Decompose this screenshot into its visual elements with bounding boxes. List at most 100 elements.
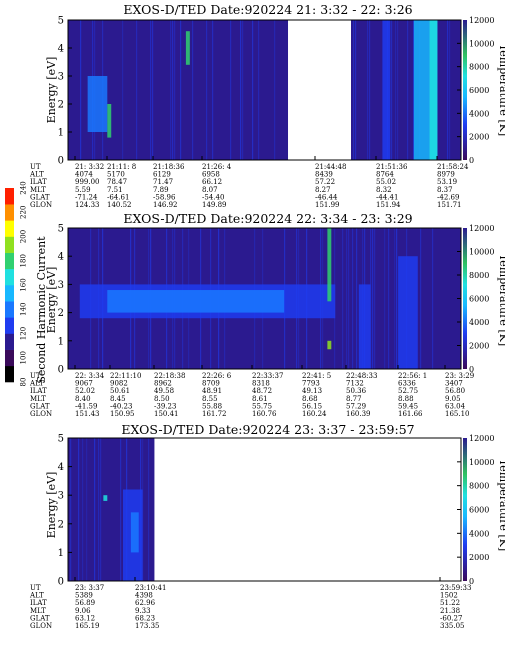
ephemeris-row-label: ILAT [30,178,47,186]
noise-column [396,228,398,369]
y2-tick-label: 6000 [469,86,489,95]
ephemeris-row-label: ALT [29,592,44,600]
ephemeris-value: 8.37 [437,186,453,194]
ephemeris-row-label: MLT [30,395,46,403]
noise-column [394,20,397,160]
noise-column [432,228,434,369]
ephemeris-value: 21: 3:32 [75,163,104,171]
noise-column [122,20,124,160]
ephemeris-value: 160.39 [346,410,371,418]
ephemeris-value: 6958 [202,171,220,179]
noise-column [346,228,348,369]
ephemeris-value: 62.96 [135,599,156,607]
noise-column [388,228,390,369]
noise-column [274,20,276,160]
noise-column [372,228,374,369]
ephemeris-value: 161.66 [398,410,423,418]
y-tick-label: 3 [58,72,64,83]
ephemeris-value: -41.59 [75,402,97,410]
panel-2-y2label: Temperature [K] [497,254,505,346]
ephemeris-value: 7.89 [153,186,169,194]
ephemeris-row-label: GLAT [30,193,50,201]
y-tick-label: 5 [58,434,64,445]
ephemeris-value: 8.07 [202,186,218,194]
ephemeris-value: 7132 [346,380,364,388]
y2-tick-label: 2000 [469,133,489,142]
noise-column [206,20,208,160]
y2-tick-label: 2000 [469,553,489,562]
ephemeris-value: 50.36 [346,387,367,395]
ephemeris-value: 63.12 [75,614,95,622]
spectral-feature [185,31,190,65]
ephemeris-row-label: UT [30,584,41,592]
y2-tick-label: 8000 [469,482,489,491]
ephemeris-value: 22:11:10 [110,372,141,380]
ephemeris-value: 8.32 [376,186,392,194]
ephemeris-value: 22: 3:34 [75,372,105,380]
data-gap [154,438,461,581]
ephemeris-value: 5170 [107,171,125,179]
ephemeris-value: 160.24 [302,410,327,418]
noise-column [412,20,415,160]
ephemeris-value: 55.02 [376,178,396,186]
colorbar-swatch [5,349,14,367]
ephemeris-value: 22:48:33 [346,372,377,380]
colorbar-swatch [5,268,14,286]
noise-column [150,20,152,160]
ephemeris-value: 8.27 [315,186,331,194]
ephemeris-value: 5.59 [75,186,91,194]
panel-2-ylabel: Energy [eV] [45,267,58,334]
ephemeris-value: 57.22 [315,178,335,186]
noise-column [78,438,80,581]
y-tick-label: 4 [58,252,64,263]
y2-tick-label: 10000 [469,458,494,467]
ephemeris-value: 149.89 [202,201,227,209]
ephemeris-value: 52.75 [398,387,418,395]
ephemeris-value: 9.33 [135,607,151,615]
noise-column [374,228,376,369]
ephemeris-value: 8318 [252,380,270,388]
ephemeris-row-label: GLAT [30,614,50,622]
noise-column [366,20,369,160]
ephemeris-value: -58.96 [153,193,176,201]
ephemeris-value: 48.72 [252,387,272,395]
ephemeris-value: 56.80 [445,387,465,395]
ephemeris-row-label: MLT [30,607,46,615]
ephemeris-value: -64.61 [107,193,129,201]
ephemeris-value: 165.19 [75,622,100,630]
colorbar-swatch [5,252,14,270]
spectral-feature [327,228,332,302]
ephemeris-value: 160.76 [252,410,277,418]
colorbar-swatch [5,285,14,302]
colorbar-tick: 100 [20,351,28,364]
noise-column [356,228,358,369]
spectral-feature [358,284,371,369]
ephemeris-value: 8.50 [154,395,170,403]
y2-tick-label: 12000 [469,224,494,233]
ephemeris-value: 22:33:37 [252,372,283,380]
ephemeris-value: 3407 [445,380,463,388]
noise-column [212,20,214,160]
noise-column [394,228,396,369]
ephemeris-value: 21:51:36 [376,163,408,171]
noise-column [352,228,354,369]
noise-column [148,438,150,581]
ephemeris-value: -60.27 [440,614,462,622]
colorbar-tick: 220 [20,206,28,219]
noise-column [258,20,260,160]
spectral-feature [398,256,418,369]
y2-tick-label: 0 [469,156,474,165]
colorbar-tick: 120 [20,327,28,340]
ephemeris-row-label: GLAT [30,402,50,410]
noise-column [348,228,350,369]
y-tick-label: 2 [58,100,64,111]
ephemeris-value: 8.45 [110,395,126,403]
spectral-feature [87,76,108,132]
ephemeris-value: 151.71 [437,201,462,209]
ephemeris-value: 71.47 [153,178,173,186]
ephemeris-value: 8.55 [202,395,218,403]
ephemeris-value: 68.23 [135,614,155,622]
ephemeris-value: 8.88 [398,395,414,403]
noise-column [174,20,176,160]
panel-2-title: EXOS-D/TED Date:920224 22: 3:34 - 23: 3:… [123,211,412,226]
